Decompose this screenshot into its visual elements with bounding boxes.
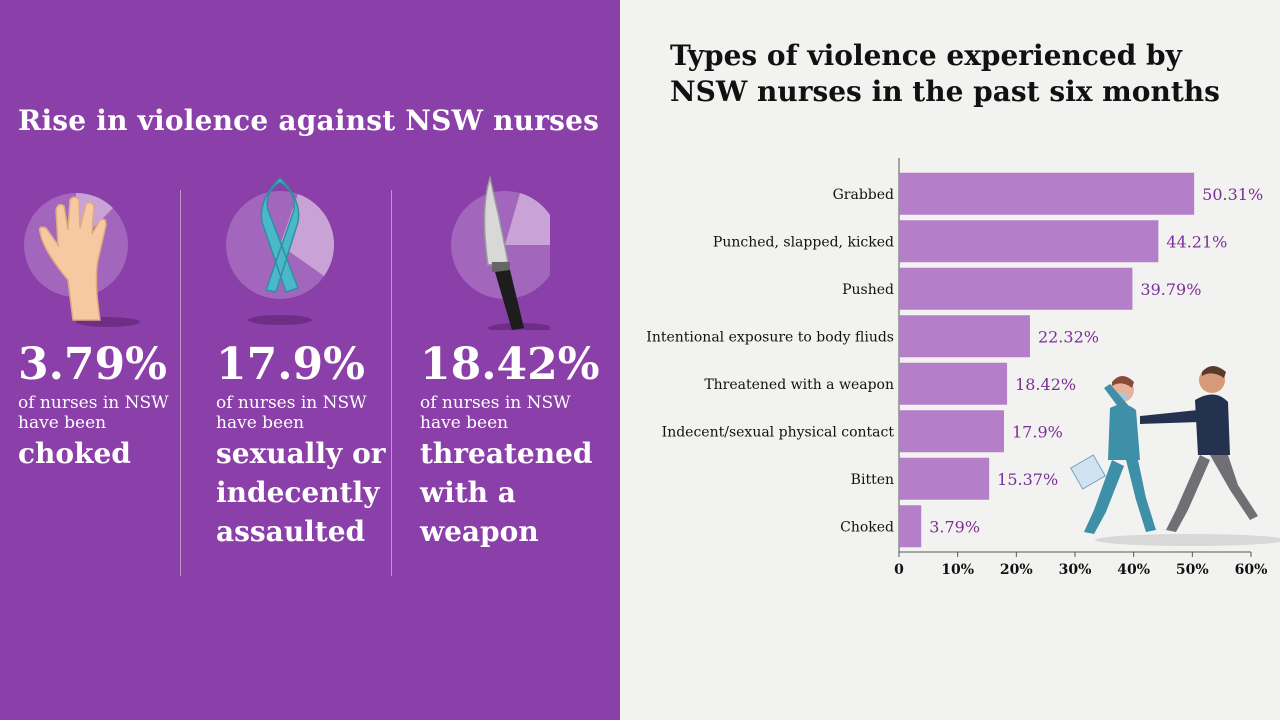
divider [391,190,392,576]
category-label: Indecent/sexual physical contact [662,424,895,440]
left-panel-title: Rise in violence against NSW nurses [18,104,600,137]
stat-description-line3: weapon [420,514,539,548]
data-label: 22.32% [1038,327,1099,346]
data-label: 18.42% [1015,375,1076,394]
bar [899,220,1159,263]
category-label: Choked [840,519,894,535]
chart-title-line2: NSW nurses in the past six months [670,75,1220,109]
stat-value: 17.9% [216,339,365,390]
category-label: Grabbed [833,187,894,203]
stat-description-line3: assaulted [216,514,366,548]
x-tick-label: 20% [1000,562,1033,578]
x-tick-label: 0 [894,562,904,578]
stat-subtitle-line2: have been [216,412,305,433]
chart-title-line1: Types of violence experienced by [670,39,1182,72]
stat-subtitle-line1: of nurses in NSW [18,393,169,414]
data-label: 39.79% [1140,280,1201,299]
bar [899,362,1008,405]
data-label: 50.31% [1202,185,1263,204]
right-panel: Types of violence experienced by NSW nur… [620,0,1280,720]
bar [899,505,922,548]
data-label: 17.9% [1012,422,1063,441]
category-label: Bitten [851,472,894,488]
category-label: Pushed [842,282,894,298]
bar [899,267,1133,310]
stat-value: 18.42% [420,339,600,390]
stat-description-line2: with a [420,475,516,509]
stat-description: choked [18,437,131,471]
stat-description-line2: indecently [216,475,380,509]
stat-value: 3.79% [18,339,167,390]
bar-chart: Grabbed 50.31% Punched, slapped, kicked 44.… [646,158,1280,578]
stat-description-line1: threatened [420,437,593,471]
category-label: Threatened with a weapon [704,377,894,393]
stat-threatened-weapon: 18.42% of nurses in NSW have been threat… [420,170,600,551]
stat-subtitle-line2: have been [18,412,107,433]
bar [899,315,1030,358]
data-label: 15.37% [997,470,1058,489]
stat-subtitle-line1: of nurses in NSW [420,393,571,414]
x-tick-label: 50% [1176,562,1209,578]
category-label: Intentional exposure to body fliuds [646,329,894,345]
bar [899,457,990,500]
stat-description-line1: sexually or [216,437,386,471]
bar [899,172,1195,215]
ribbon-icon [216,170,346,330]
stat-sexual-assault: 17.9% of nurses in NSW have been sexuall… [216,170,396,551]
data-label: 44.21% [1166,232,1227,251]
stat-subtitle-line1: of nurses in NSW [216,393,367,414]
chart-title: Types of violence experienced by NSW nur… [670,38,1230,111]
stat-subtitle-line2: have been [420,412,509,433]
x-tick-label: 30% [1059,562,1092,578]
left-panel: Rise in violence against NSW nurses 3.79… [0,0,620,720]
category-label: Punched, slapped, kicked [713,234,894,250]
x-tick-label: 40% [1117,562,1150,578]
x-tick-label: 60% [1235,562,1268,578]
stat-choked: 3.79% of nurses in NSW have been choked [18,170,198,474]
hand-icon [18,170,148,330]
divider [180,190,181,576]
bar [899,410,1005,453]
x-tick-label: 10% [941,562,974,578]
knife-icon [420,170,560,333]
assault-illustration [1070,366,1280,546]
data-label: 3.79% [929,517,980,536]
